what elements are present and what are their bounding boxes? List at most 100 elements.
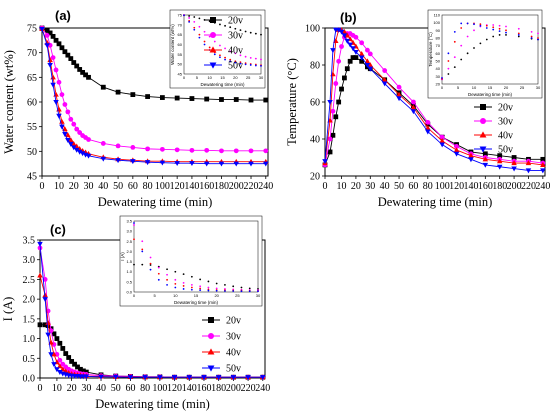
x-tick-label: 60: [128, 181, 138, 192]
inset-data-point: [498, 27, 501, 30]
y-axis-label: Water content (wt%): [2, 50, 16, 154]
inset-y-tick-label: 2.0: [126, 249, 132, 254]
inset-data-point: [260, 33, 262, 36]
inset-data-point: [190, 286, 193, 289]
legend: 20v 30v 40v 50v: [474, 103, 513, 156]
data-point: [425, 129, 431, 135]
y-tick-label: 40: [310, 135, 320, 146]
legend-label: 50v: [228, 61, 243, 72]
inset-x-tick-label: 25: [520, 85, 525, 90]
inset-data-point: [517, 27, 520, 30]
data-point: [79, 151, 86, 157]
inset-y-tick-label: 55: [178, 52, 183, 57]
inset-data-point: [244, 30, 247, 33]
data-point: [144, 160, 151, 166]
x-tick-label: 200: [507, 181, 522, 192]
x-tick-label: 80: [423, 181, 433, 192]
x-axis-label: Dewatering time (min): [98, 195, 213, 209]
x-tick-label: 40: [380, 181, 390, 192]
data-point: [77, 130, 83, 135]
x-tick-label: 40: [98, 181, 108, 192]
inset-data-point: [229, 58, 232, 61]
data-point: [98, 374, 104, 380]
data-point: [189, 147, 195, 153]
data-point: [203, 161, 210, 167]
x-tick-label: 100: [152, 383, 167, 394]
inset-data-point: [141, 248, 144, 251]
data-point: [57, 357, 63, 363]
inset-data-point: [453, 56, 456, 59]
inset-y-tick-label: 3.0: [126, 229, 132, 234]
y-tick-label: 2.5: [23, 275, 36, 286]
inset-data-point: [447, 52, 450, 55]
inset-data-point: [174, 270, 177, 273]
data-point: [219, 97, 224, 102]
data-point: [171, 375, 178, 381]
legend-marker: [207, 348, 215, 355]
inset-series-50v: [441, 22, 539, 79]
data-point: [233, 97, 239, 102]
inset-data-point: [182, 273, 185, 276]
inset-data-point: [260, 58, 262, 61]
data-point: [248, 161, 254, 167]
data-point: [396, 96, 402, 102]
legend-label: 30v: [228, 31, 243, 42]
inset-data-point: [199, 287, 202, 290]
data-point: [60, 346, 66, 351]
series-50v: [322, 27, 546, 174]
inset-series-30v: [441, 24, 539, 81]
legend-marker: [480, 118, 486, 124]
y-tick-label: 75: [27, 24, 37, 35]
inset-x-tick-label: 20: [214, 293, 219, 298]
data-point: [425, 125, 431, 130]
legend-label: 30v: [498, 117, 513, 128]
data-point: [322, 159, 328, 165]
data-point: [365, 47, 370, 53]
x-tick-label: 240: [255, 383, 270, 394]
inset-x-axis-label: Dewatering time (min): [200, 82, 245, 87]
inset-y-axis-label: I (A): [120, 252, 125, 261]
inset-y-tick-label: 80: [436, 36, 441, 41]
data-point: [86, 137, 91, 142]
y-axis-label: Temperature (°C): [285, 58, 299, 146]
x-axis-label: Dewatering time (min): [95, 397, 210, 411]
inset-data-point: [248, 287, 251, 290]
y-tick-label: 0.0: [23, 374, 36, 385]
inset-y-tick-label: 70: [436, 43, 441, 48]
data-point: [350, 55, 356, 60]
inset-series-50v: [183, 14, 262, 67]
inset-x-tick-label: 0: [441, 85, 444, 90]
inset-data-point: [492, 35, 495, 38]
inset-data-point: [232, 290, 235, 292]
y-tick-label: 55: [27, 122, 37, 133]
data-point: [347, 42, 353, 48]
inset-y-tick-label: 1.5: [126, 259, 132, 264]
data-point: [381, 76, 388, 82]
inset-data-point: [479, 24, 482, 27]
inset-data-point: [193, 26, 196, 29]
y-tick-label: 3.0: [23, 255, 36, 266]
data-point: [100, 156, 107, 162]
inset-data-point: [203, 43, 206, 46]
data-point: [263, 161, 269, 167]
inset-x-tick-label: 0: [133, 293, 136, 298]
legend-marker: [209, 62, 217, 69]
x-tick-label: 30: [365, 181, 375, 192]
data-point: [80, 70, 86, 75]
inset-data-point: [182, 281, 185, 284]
data-point: [73, 147, 80, 153]
data-point: [364, 62, 371, 68]
x-tick-label: 100: [435, 181, 450, 192]
x-tick-label: 60: [125, 383, 135, 394]
inset-data-point: [530, 30, 533, 33]
data-point: [74, 126, 80, 132]
inset-data-point: [257, 290, 259, 293]
inset-data-point: [492, 24, 495, 26]
legend-marker: [479, 146, 487, 153]
data-point: [62, 132, 68, 137]
legend-marker: [207, 365, 215, 372]
inset-y-tick-label: 45: [178, 72, 183, 77]
y-tick-label: 65: [27, 73, 37, 84]
inset-data-point: [207, 286, 210, 289]
legend-marker: [479, 131, 487, 138]
